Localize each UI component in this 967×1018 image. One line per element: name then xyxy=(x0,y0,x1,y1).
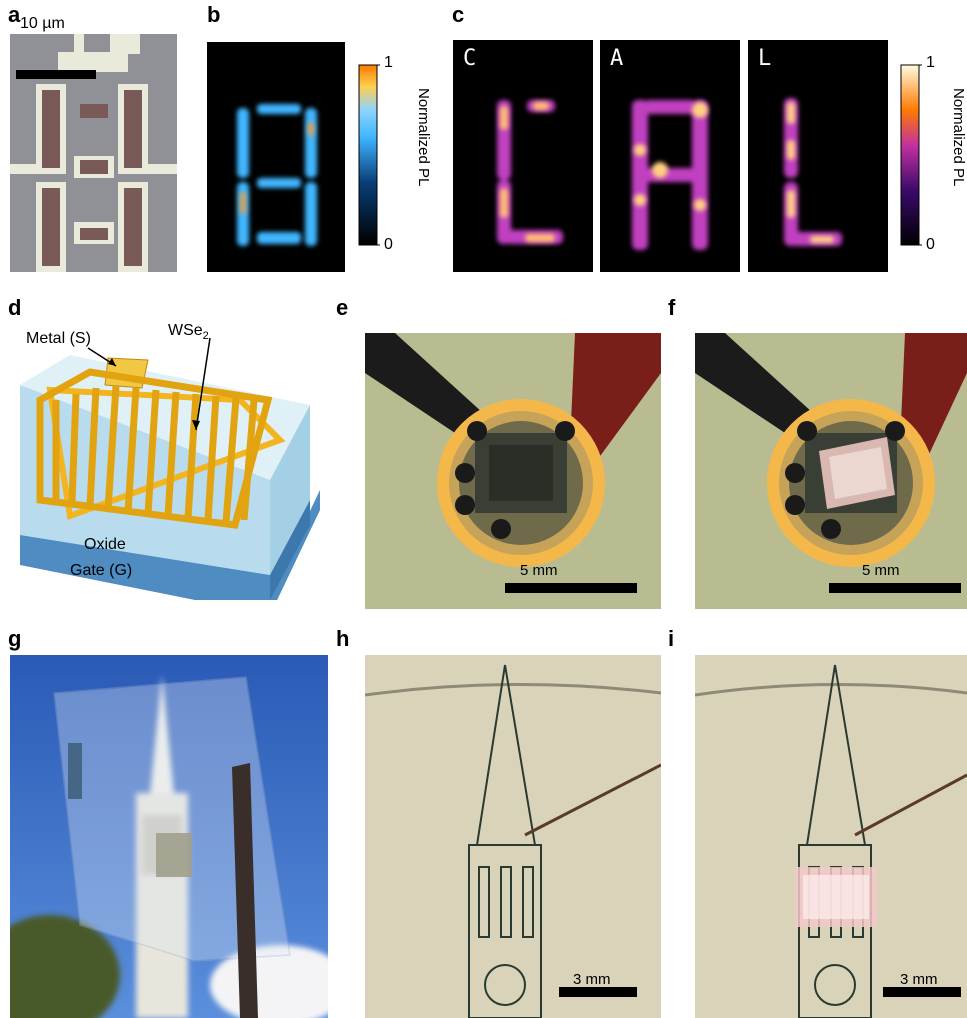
micrograph-image-a xyxy=(10,34,177,272)
colorbar-label-c: Normalized PL xyxy=(950,88,967,187)
panel-label-i: i xyxy=(668,626,675,651)
colorbar-b xyxy=(358,64,380,246)
pl-map-letter-a xyxy=(600,40,740,272)
letter-a: A xyxy=(610,46,624,71)
photo-campanile-off-h xyxy=(365,655,661,1018)
label-oxide: Oxide xyxy=(84,536,126,553)
colorbar-label-b: Normalized PL xyxy=(415,88,432,187)
device-schematic-d xyxy=(20,337,320,600)
scalebar-label-a: 10 µm xyxy=(20,15,65,32)
letter-c: C xyxy=(463,46,477,71)
colorbar-min-c: 0 xyxy=(926,236,935,253)
scalebar-label-f: 5 mm xyxy=(862,562,900,579)
scalebar-label-i: 3 mm xyxy=(900,971,938,988)
photo-campanile-on-i xyxy=(695,655,967,1018)
scalebar-label-h: 3 mm xyxy=(573,971,611,988)
panel-label-a: a xyxy=(8,2,21,27)
colorbar-c xyxy=(900,64,922,246)
panel-label-h: h xyxy=(336,626,350,651)
panel-label-b: b xyxy=(207,2,221,27)
label-wse2: WSe2 xyxy=(168,322,209,343)
letter-l: L xyxy=(758,46,772,71)
colorbar-max-b: 1 xyxy=(384,54,393,71)
panel-label-g: g xyxy=(8,626,22,651)
photo-device-on-f xyxy=(695,333,967,609)
label-gate: Gate (G) xyxy=(70,562,133,579)
panel-label-f: f xyxy=(668,295,676,320)
panel-label-c: c xyxy=(452,2,465,27)
colorbar-min-b: 0 xyxy=(384,236,393,253)
colorbar-max-c: 1 xyxy=(926,54,935,71)
photo-transparent-film-g xyxy=(10,655,328,1018)
pl-map-letter-l xyxy=(748,40,888,272)
scalebar-label-e: 5 mm xyxy=(520,562,558,579)
label-metal-source: Metal (S) xyxy=(26,330,91,347)
panel-label-d: d xyxy=(8,295,22,320)
pl-map-letter-c xyxy=(453,40,593,272)
pl-map-digit-b xyxy=(207,42,345,272)
photo-device-off-e xyxy=(365,333,661,609)
panel-label-e: e xyxy=(336,295,349,320)
